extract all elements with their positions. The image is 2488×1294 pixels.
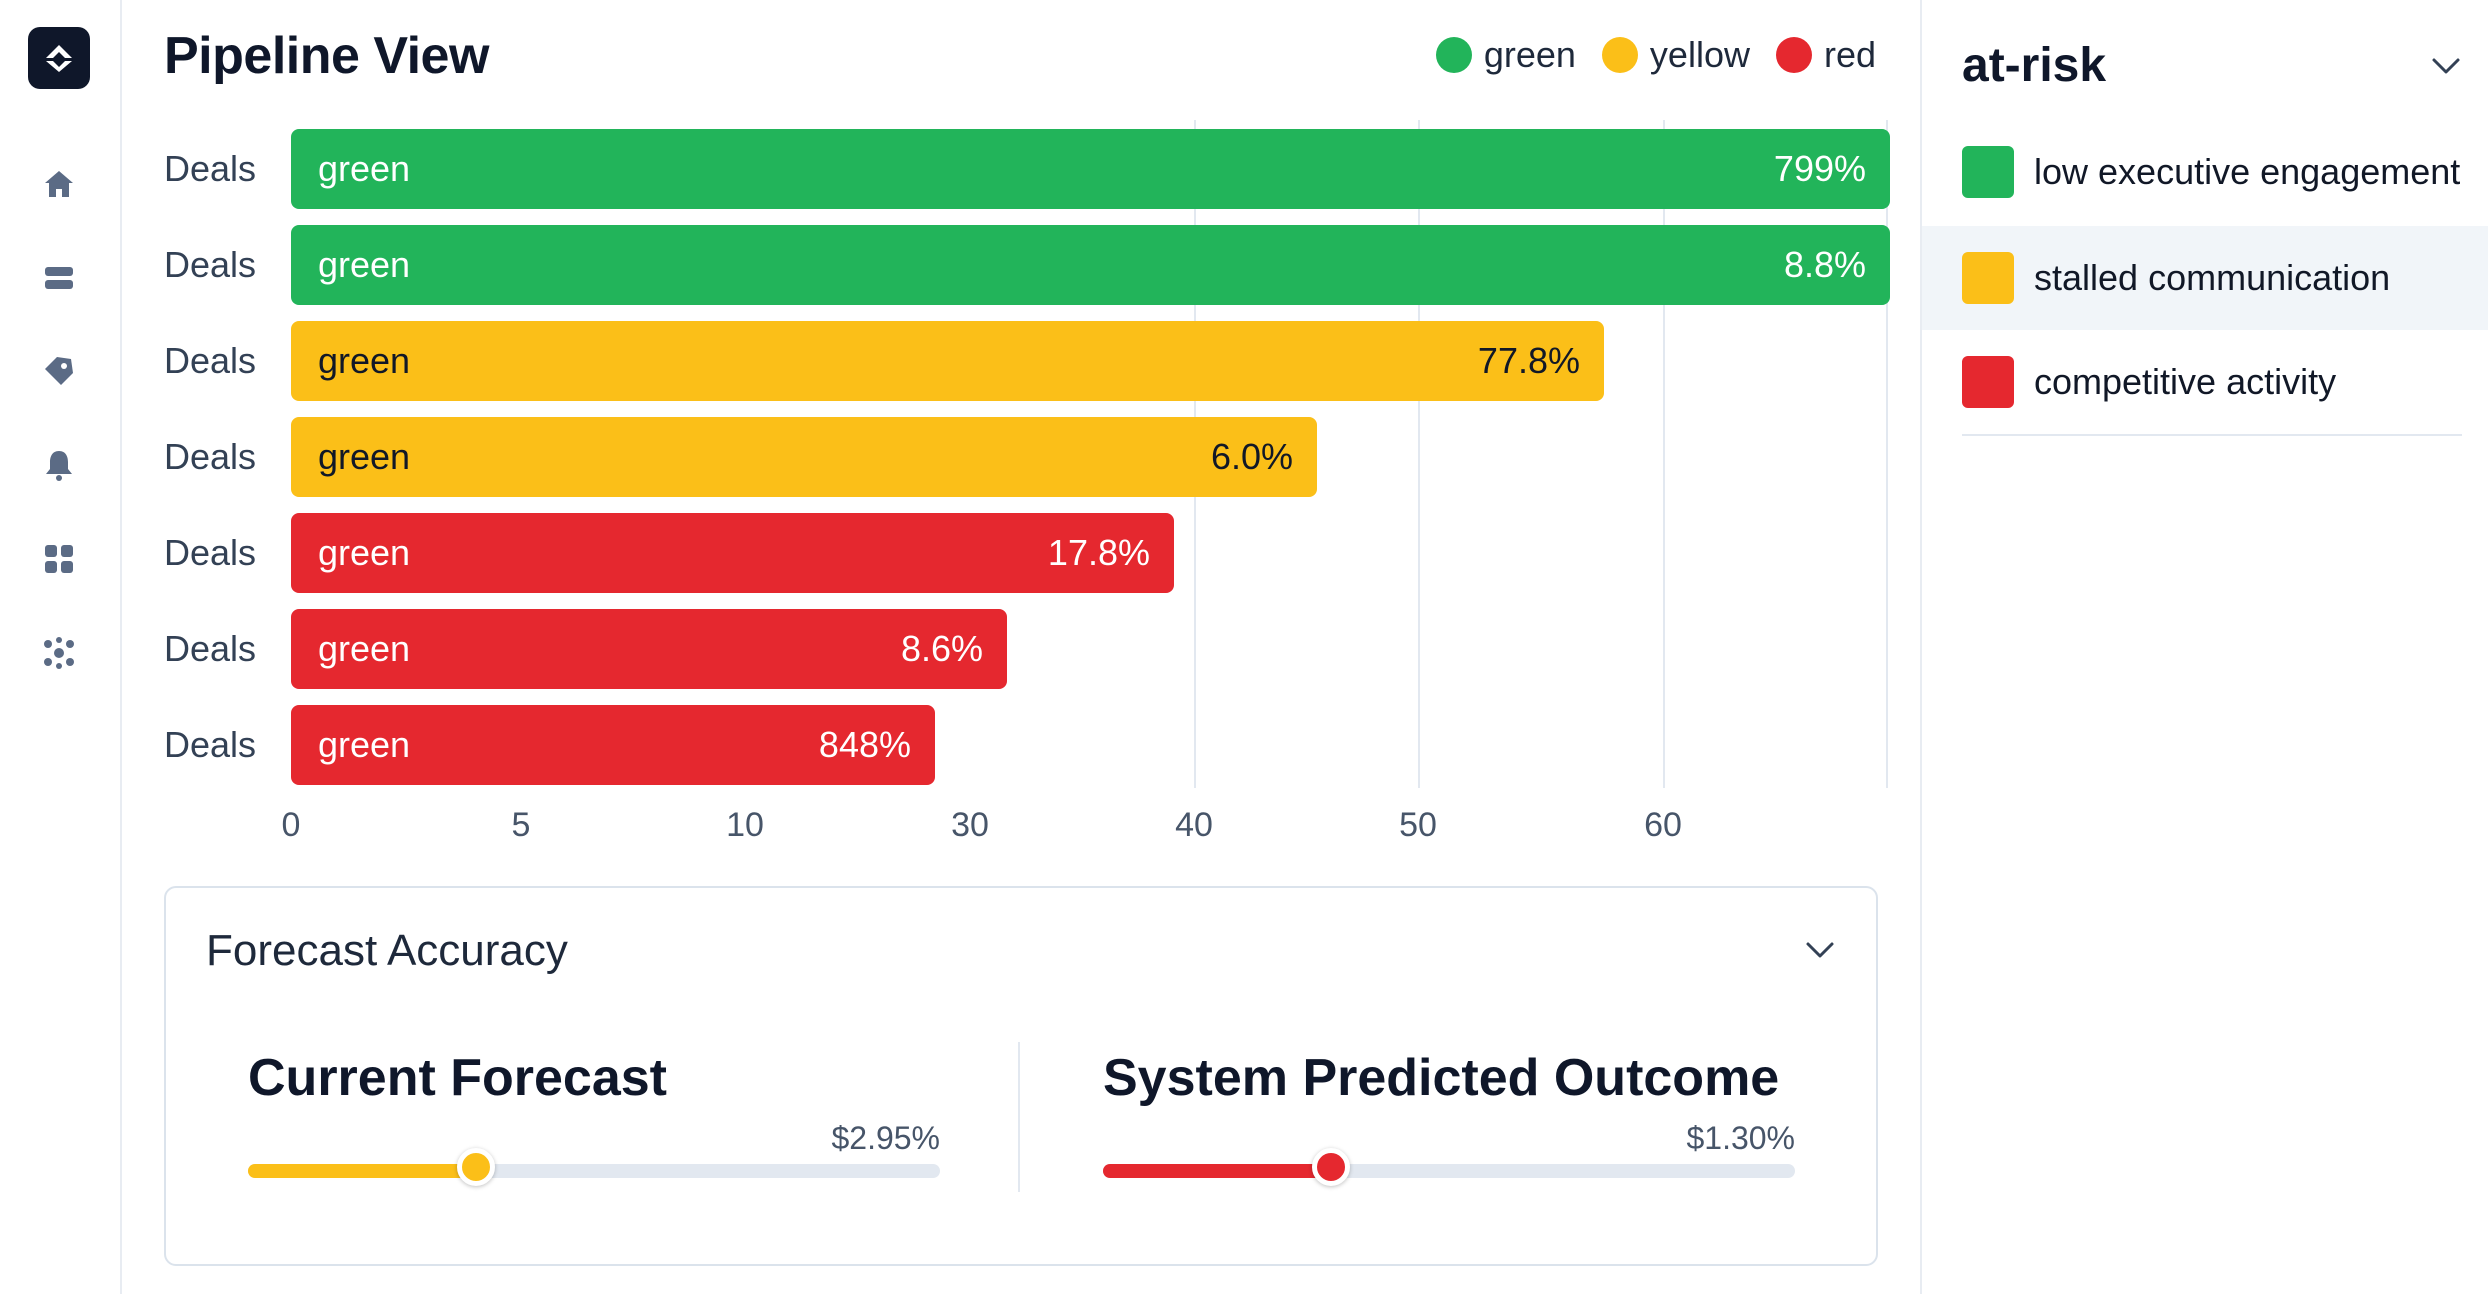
side-divider: [1962, 434, 2462, 436]
bar-data-label: 799%: [1773, 148, 1866, 189]
chevron-down-icon[interactable]: [1800, 930, 1840, 970]
legend-label: red: [1823, 34, 1876, 75]
risk-label: competitive activity: [2034, 361, 2337, 402]
bar-label: green: [318, 436, 411, 477]
chart-gridline: [1418, 120, 1420, 788]
risk-swatch-red: [1962, 356, 2014, 408]
bar-label: green: [318, 724, 411, 765]
risk-label: low executive engagement: [2034, 151, 2461, 192]
forecast-accuracy-card: Forecast Accuracy Current Forecast $2.95…: [164, 886, 1878, 1266]
legend-item-red: red: [1775, 34, 1876, 76]
current-forecast-fill: [248, 1164, 476, 1178]
predicted-outcome-handle[interactable]: [1312, 1148, 1350, 1186]
bar-data-label: 77.8%: [1477, 340, 1580, 381]
bar-category-label: Deals: [164, 148, 257, 189]
current-forecast-value: $2.95%: [831, 1120, 940, 1156]
bar-label: green: [318, 244, 411, 285]
chart-gridline: [1663, 120, 1665, 788]
x-axis-tick-label: 30: [951, 806, 989, 844]
current-forecast-handle[interactable]: [457, 1148, 495, 1186]
risk-label: stalled communication: [2034, 257, 2391, 298]
nav-bell-icon[interactable]: [38, 444, 80, 486]
bar-label: green: [318, 340, 411, 381]
pipeline-bar[interactable]: green 8.6%: [291, 609, 1007, 689]
side-panel-title: at-risk: [1962, 39, 2107, 92]
pipeline-bar[interactable]: green 848%: [291, 705, 935, 785]
nav-network-icon[interactable]: [38, 632, 80, 674]
bar-category-label: Deals: [164, 724, 257, 765]
predicted-outcome-fill: [1103, 1164, 1331, 1178]
x-axis-tick-label: 40: [1175, 806, 1213, 844]
legend-label: yellow: [1649, 34, 1750, 75]
legend-item-yellow: yellow: [1601, 34, 1750, 76]
risk-swatch-yellow: [1962, 252, 2014, 304]
bar-category-label: Deals: [164, 436, 257, 477]
legend-label: green: [1483, 34, 1576, 75]
pipeline-bar[interactable]: green 799%: [291, 129, 1890, 209]
nav-layers-icon[interactable]: [38, 257, 80, 299]
predicted-outcome-title: System Predicted Outcome: [1103, 1049, 1780, 1107]
pipeline-bar[interactable]: green 6.0%: [291, 417, 1317, 497]
risk-swatch-green: [1962, 146, 2014, 198]
risk-item-executive-engagement[interactable]: low executive engagement: [1922, 120, 2488, 224]
icon-rail: [0, 0, 122, 1294]
risk-item-competitive-activity[interactable]: competitive activity: [1922, 330, 2488, 434]
predicted-outcome-slider[interactable]: [1103, 1148, 1795, 1186]
nav-tag-icon[interactable]: [38, 350, 80, 392]
x-axis-tick-label: 50: [1399, 806, 1437, 844]
current-forecast-slider[interactable]: [248, 1148, 940, 1186]
bar-label: green: [318, 148, 411, 189]
x-axis-tick-label: 0: [281, 806, 301, 844]
pipeline-bar[interactable]: green 77.8%: [291, 321, 1604, 401]
risk-item-stalled-communication[interactable]: stalled communication: [1922, 226, 2488, 330]
bar-data-label: 17.8%: [1047, 532, 1150, 573]
bar-data-label: 8.6%: [900, 628, 983, 669]
legend-dot-yellow: [1601, 37, 1638, 73]
x-axis-tick-label: 60: [1644, 806, 1682, 844]
chart-gridline: [1886, 120, 1888, 788]
bar-category-label: Deals: [164, 628, 257, 669]
pipeline-bar[interactable]: green 17.8%: [291, 513, 1174, 593]
card-title: Forecast Accuracy: [206, 926, 568, 975]
logo-icon: [46, 45, 72, 72]
bar-label: green: [318, 532, 411, 573]
bar-category-label: Deals: [164, 532, 257, 573]
legend-dot-red: [1775, 37, 1812, 73]
pipeline-bar[interactable]: green 8.8%: [291, 225, 1890, 305]
x-axis-tick-label: 5: [511, 806, 531, 844]
current-forecast-title: Current Forecast: [248, 1049, 667, 1107]
nav-home-icon[interactable]: [38, 163, 80, 205]
bar-category-label: Deals: [164, 340, 257, 381]
at-risk-panel: at-risk low executive engagement stalled…: [1920, 0, 2488, 1294]
card-divider: [1018, 1042, 1020, 1192]
chart-legend: green yellow red: [1435, 34, 1876, 76]
app-logo[interactable]: [28, 27, 90, 89]
bar-data-label: 6.0%: [1210, 436, 1293, 477]
bar-data-label: 8.8%: [1783, 244, 1866, 285]
x-axis-tick-label: 10: [726, 806, 764, 844]
chevron-down-icon[interactable]: [2426, 46, 2466, 86]
legend-dot-green: [1435, 37, 1472, 73]
page-title: Pipeline View: [164, 27, 489, 85]
bar-category-label: Deals: [164, 244, 257, 285]
pipeline-bar-chart: Deals green 799% Deals green 8.8% Deals green 77…: [164, 120, 1890, 844]
bar-data-label: 848%: [818, 724, 911, 765]
predicted-outcome-value: $1.30%: [1686, 1120, 1795, 1156]
nav-grid-icon[interactable]: [38, 538, 80, 580]
legend-item-green: green: [1435, 34, 1576, 76]
bar-label: green: [318, 628, 411, 669]
